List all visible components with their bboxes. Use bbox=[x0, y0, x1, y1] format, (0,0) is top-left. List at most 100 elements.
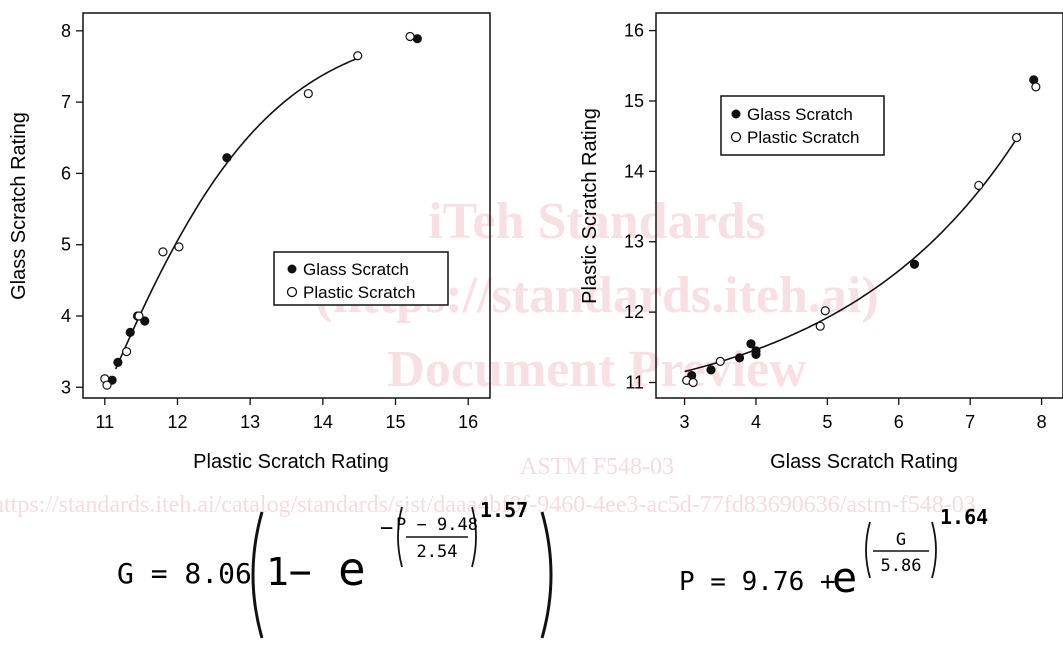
legend-marker-glass-1 bbox=[287, 264, 297, 274]
formula-2-denominator: 5.86 bbox=[881, 556, 922, 576]
fit-curve-1 bbox=[114, 58, 356, 370]
plastic-scratch-point bbox=[688, 377, 698, 388]
formula-1-denominator: 2.54 bbox=[417, 542, 458, 562]
plastic-scratch-point bbox=[1031, 82, 1041, 92]
watermark-standard: ASTM F548-03 bbox=[520, 454, 674, 480]
y-tick-label: 3 bbox=[61, 377, 71, 397]
plastic-scratch-point bbox=[353, 51, 363, 61]
plot-frame-1 bbox=[82, 12, 491, 399]
plastic-scratch-point bbox=[158, 247, 168, 257]
formula-1-open-paren bbox=[251, 511, 264, 639]
y-tick-label: 6 bbox=[61, 163, 71, 183]
y-tick-label: 16 bbox=[624, 21, 644, 41]
x-tick-label: 13 bbox=[240, 412, 260, 432]
formula-1-inner-open-paren bbox=[397, 506, 403, 568]
chart-glass-vs-plastic: 11 12 13 14 15 16 3 4 5 6 7 8 Plastic Scratch Ratin… bbox=[8, 12, 491, 473]
formula-2-e: e bbox=[832, 553, 857, 602]
glass-scratch-point bbox=[746, 339, 756, 349]
formula-glass: G = 8.06 1− e − P − 9.48 2.54 1.57 bbox=[117, 498, 553, 639]
glass-scratch-point bbox=[734, 353, 745, 363]
x-tick-label: 16 bbox=[458, 412, 478, 432]
fit-line bbox=[114, 58, 356, 370]
legend-2: Glass Scratch Plastic Scratch bbox=[720, 95, 885, 156]
y-tick-label: 4 bbox=[61, 306, 71, 326]
formula-1-e: e bbox=[338, 542, 366, 596]
x-tick-label: 7 bbox=[965, 412, 975, 432]
formula-2-inner-close-paren bbox=[931, 521, 937, 579]
watermark-line3: Document Preview bbox=[387, 341, 807, 398]
legend-label-plastic-1: Plastic Scratch bbox=[303, 283, 415, 302]
formula-2-inner-open-paren bbox=[865, 521, 871, 579]
x-tick-label: 5 bbox=[822, 412, 832, 432]
y-tick-label: 7 bbox=[61, 92, 71, 112]
glass-scratch-point bbox=[751, 349, 761, 359]
x-tick-label: 4 bbox=[751, 412, 761, 432]
legend-marker-plastic-2 bbox=[730, 131, 742, 143]
axis-ticks-1: 11 12 13 14 15 16 3 4 5 6 7 8 bbox=[61, 21, 478, 432]
glass-scratch-point bbox=[125, 327, 135, 338]
x-tick-label: 11 bbox=[95, 412, 114, 432]
y-axis-label-1: Glass Scratch Rating bbox=[8, 112, 30, 300]
formula-1-close-paren bbox=[540, 511, 553, 639]
x-tick-label: 12 bbox=[167, 412, 187, 432]
formula-1-minus: − bbox=[380, 516, 393, 541]
fit-line bbox=[684, 132, 1021, 373]
plastic-scratch-point bbox=[820, 306, 830, 316]
y-tick-label: 11 bbox=[625, 373, 644, 393]
plastic-scratch-point bbox=[715, 356, 725, 367]
plastic-scratch-point bbox=[974, 180, 984, 191]
legend-box-1 bbox=[273, 251, 449, 306]
data-points-2 bbox=[682, 75, 1041, 388]
glass-scratch-point bbox=[909, 259, 920, 269]
legend-marker-glass-2 bbox=[731, 109, 741, 119]
y-tick-label: 13 bbox=[624, 232, 644, 252]
x-axis-label-1: Plastic Scratch Rating bbox=[193, 451, 389, 473]
watermark: iTeh Standards (https://standards.iteh.a… bbox=[0, 193, 976, 518]
formula-1-one-minus: 1− bbox=[266, 550, 312, 594]
formula-2-numerator: G bbox=[896, 530, 906, 550]
data-points-1 bbox=[100, 31, 422, 390]
plastic-scratch-point bbox=[815, 321, 825, 331]
legend-box-2 bbox=[720, 95, 885, 156]
formula-1-inner-close-paren bbox=[471, 506, 477, 568]
x-tick-label: 15 bbox=[386, 412, 406, 432]
plastic-scratch-point bbox=[405, 31, 415, 42]
y-tick-label: 14 bbox=[624, 161, 644, 181]
x-tick-label: 6 bbox=[894, 412, 904, 432]
plastic-scratch-point bbox=[1011, 132, 1022, 143]
plastic-scratch-point bbox=[174, 242, 184, 252]
legend-label-plastic-2: Plastic Scratch bbox=[747, 128, 859, 147]
y-tick-label: 5 bbox=[61, 235, 71, 255]
y-tick-label: 8 bbox=[61, 21, 71, 41]
formula-2-lhs: P = 9.76 + bbox=[679, 567, 836, 597]
plastic-scratch-point bbox=[134, 311, 144, 321]
legend-label-glass-2: Glass Scratch bbox=[747, 105, 853, 124]
x-axis-label-2: Glass Scratch Rating bbox=[770, 451, 958, 473]
fit-curve-2 bbox=[684, 132, 1021, 373]
glass-scratch-point bbox=[113, 357, 123, 367]
glass-scratch-point bbox=[706, 365, 716, 375]
formula-2-exponent: 1.64 bbox=[940, 505, 988, 529]
glass-scratch-point bbox=[222, 153, 232, 163]
y-tick-label: 15 bbox=[624, 91, 644, 111]
plastic-scratch-point bbox=[303, 88, 313, 99]
x-tick-label: 14 bbox=[313, 412, 333, 432]
legend-label-glass-1: Glass Scratch bbox=[303, 260, 409, 279]
y-tick-label: 12 bbox=[624, 302, 644, 322]
x-tick-label: 3 bbox=[680, 412, 690, 432]
plot-frame-2 bbox=[655, 12, 1063, 399]
plastic-scratch-point bbox=[122, 347, 132, 357]
plastic-scratch-point bbox=[102, 380, 112, 390]
x-tick-label: 8 bbox=[1037, 412, 1047, 432]
formula-1-numerator: P − 9.48 bbox=[396, 515, 478, 535]
formula-1-exponent: 1.57 bbox=[480, 498, 528, 522]
formula-1-lhs: G = 8.06 bbox=[117, 557, 252, 590]
y-axis-label-2: Plastic Scratch Rating bbox=[579, 108, 601, 304]
watermark-line1: iTeh Standards bbox=[428, 193, 766, 250]
legend-marker-plastic-1 bbox=[286, 286, 298, 298]
axis-ticks-2: 3 4 5 6 7 8 11 12 13 14 15 16 bbox=[624, 21, 1047, 432]
watermark-url: https://standards.iteh.ai/catalog/standa… bbox=[0, 492, 976, 518]
formula-plastic: P = 9.76 + e G 5.86 1.64 bbox=[679, 505, 988, 602]
